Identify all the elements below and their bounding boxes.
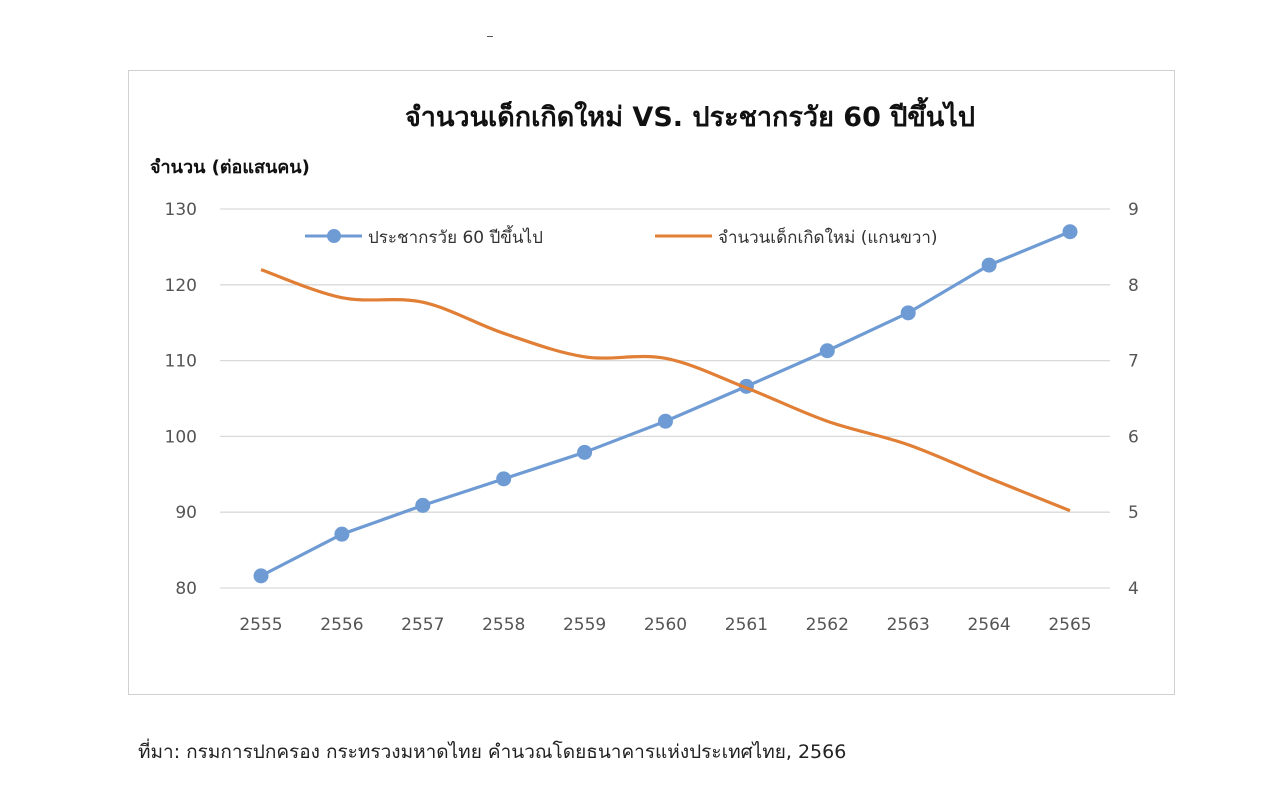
x-tick-label: 2556 — [320, 615, 363, 635]
chart-title: จำนวนเด็กเกิดใหม่ VS. ประชากรวัย 60 ปีขึ… — [405, 96, 975, 133]
y-right-tick-label: 7 — [1128, 352, 1139, 372]
y-left-tick-label: 130 — [165, 200, 197, 220]
data-point — [819, 343, 835, 359]
chart-frame — [128, 70, 1175, 695]
y-left-tick-label: 120 — [165, 276, 197, 296]
x-tick-label: 2565 — [1048, 615, 1091, 635]
data-point — [496, 471, 512, 487]
y-left-tick-label: 110 — [165, 352, 197, 372]
y-right-tick-label: 5 — [1128, 503, 1139, 523]
data-point — [415, 497, 431, 513]
x-tick-label: 2563 — [887, 615, 930, 635]
x-tick-label: 2561 — [725, 615, 768, 635]
source-note: ที่มา: กรมการปกครอง กระทรวงมหาดไทย คำนวณ… — [138, 741, 847, 763]
x-tick-label: 2562 — [806, 615, 849, 635]
stray-mark — [487, 36, 493, 37]
data-point — [1062, 224, 1078, 240]
y-right-tick-label: 9 — [1128, 200, 1139, 220]
x-tick-label: 2557 — [401, 615, 444, 635]
y-right-tick-label: 4 — [1128, 579, 1139, 599]
x-tick-label: 2564 — [967, 615, 1010, 635]
y-right-tick-label: 8 — [1128, 276, 1139, 296]
data-point — [334, 526, 350, 542]
y-left-tick-label: 90 — [175, 503, 197, 523]
x-tick-label: 2558 — [482, 615, 525, 635]
data-point — [577, 444, 593, 460]
y-axis-label: จำนวน (ต่อแสนคน) — [150, 157, 310, 178]
x-tick-label: 2559 — [563, 615, 606, 635]
data-point — [900, 305, 916, 321]
x-tick-label: 2560 — [644, 615, 687, 635]
series-line-1 — [260, 268, 1071, 513]
data-point — [981, 257, 997, 273]
series-line-0 — [260, 230, 1071, 578]
y-left-tick-label: 80 — [175, 579, 197, 599]
y-right-tick-label: 6 — [1128, 427, 1139, 447]
data-point — [253, 568, 269, 584]
y-left-tick-label: 100 — [165, 427, 197, 447]
legend-marker-elderly — [327, 229, 341, 243]
x-tick-label: 2555 — [239, 615, 282, 635]
legend-label-elderly: ประชากรวัย 60 ปีขึ้นไป — [368, 225, 543, 248]
data-point — [658, 413, 673, 429]
legend-label-births: จำนวนเด็กเกิดใหม่ (แกนขวา) — [718, 226, 938, 248]
